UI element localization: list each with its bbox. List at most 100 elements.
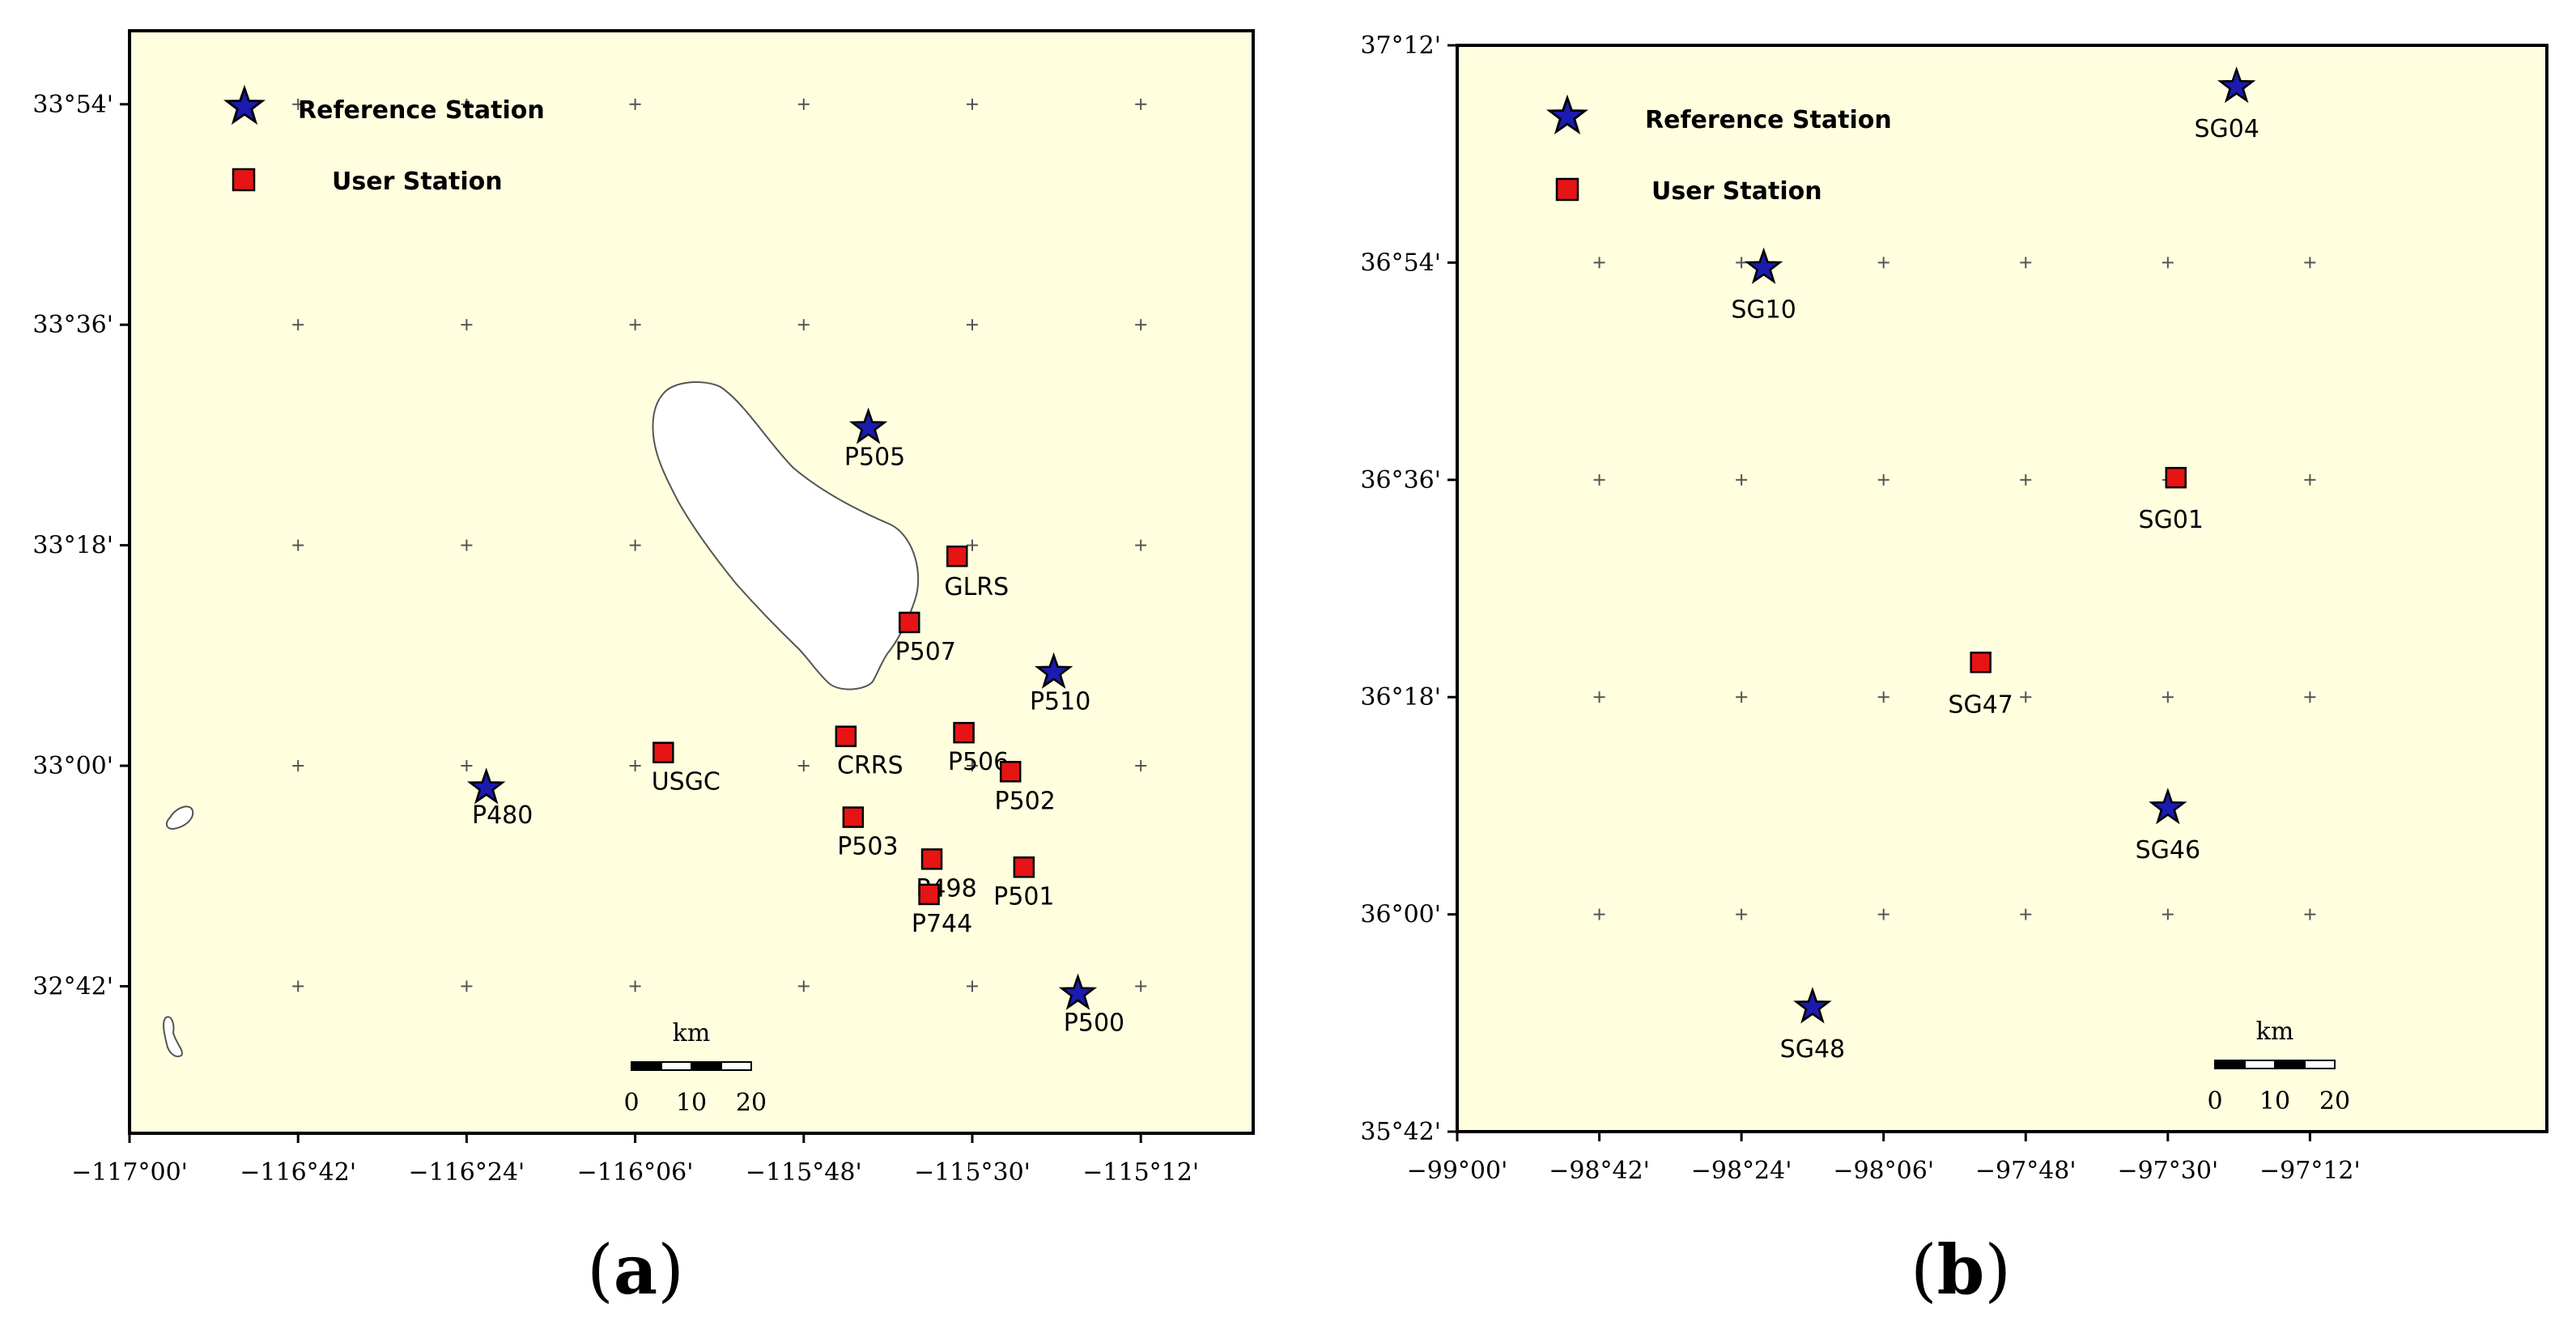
station-p507[interactable]: P507 [895, 611, 956, 666]
station-label: P502 [995, 787, 1056, 815]
lon-tick-label: −116°42' [240, 1158, 356, 1187]
lat-axis-a: 32°42' 33°00' 33°18' 33°36' 33°54' [32, 91, 130, 1000]
station-sg10[interactable]: SG10 [1731, 247, 1796, 325]
lat-tick-label: 33°00' [32, 752, 113, 780]
grid-cross [2162, 257, 2174, 269]
grid-cross [1593, 691, 1605, 703]
grid-cross [461, 98, 473, 110]
lat-tick-label: 36°54' [1360, 249, 1441, 277]
lon-tick-label: −97°48' [1975, 1157, 2077, 1185]
station-p500[interactable]: P500 [1058, 973, 1125, 1037]
map-frame-b [1456, 44, 2548, 1133]
graticule-b [1593, 257, 2316, 920]
grid-cross [2304, 474, 2316, 486]
reference-station-star-icon [2217, 66, 2256, 104]
grid-cross [967, 760, 978, 771]
station-label: P506 [948, 748, 1009, 776]
lon-tick-label: −116°06' [577, 1158, 694, 1187]
grid-cross [461, 980, 473, 992]
station-sg48[interactable]: SG48 [1780, 987, 1845, 1064]
grid-cross [1135, 980, 1147, 992]
station-p480[interactable]: P480 [466, 767, 533, 830]
user-station-square-icon [835, 725, 857, 747]
grid-cross [1736, 908, 1748, 920]
grid-cross [292, 980, 304, 992]
grid-cross [2162, 908, 2174, 920]
scale-bar-unit: km [673, 1019, 711, 1047]
station-p503[interactable]: P503 [837, 806, 899, 861]
lon-tick-label: −98°42' [1549, 1157, 1650, 1185]
grid-cross [629, 539, 641, 551]
station-p498[interactable]: P498 [916, 848, 977, 903]
station-p506[interactable]: P506 [948, 721, 1009, 776]
user-station-square-icon [999, 761, 1022, 783]
lat-tick-label: 32°42' [32, 972, 113, 1000]
station-label: P500 [1064, 1009, 1124, 1037]
stations-a: P505 P510 P480 P500 GLRS P507 P506 CRRS USGC P502… [466, 407, 1125, 1037]
scale-bar-label: 20 [736, 1089, 767, 1117]
user-station-square-icon [953, 721, 975, 744]
station-p502[interactable]: P502 [995, 761, 1056, 815]
legend-user-label: User Station [332, 168, 503, 196]
grid-cross [2020, 691, 2032, 703]
reference-station-star-icon [1793, 987, 1832, 1024]
station-sg47[interactable]: SG47 [1948, 652, 2013, 719]
station-label: P510 [1030, 688, 1090, 716]
reference-station-star-icon [2149, 788, 2187, 825]
station-p744[interactable]: P744 [912, 883, 972, 938]
station-label: SG48 [1780, 1035, 1845, 1064]
scale-bar-b: km 0 10 20 [2207, 1017, 2350, 1115]
lon-tick-label: −115°30' [914, 1158, 1031, 1187]
map-frame-a [128, 29, 1255, 1135]
scale-bar-label: 0 [2207, 1087, 2222, 1115]
reference-station-star-icon [848, 407, 888, 444]
scale-bar-label: 10 [676, 1089, 707, 1117]
station-label: SG01 [2139, 506, 2204, 534]
user-station-square-icon [2165, 466, 2187, 489]
legend-user-label: User Station [1651, 177, 1822, 206]
station-glrs[interactable]: GLRS [944, 545, 1009, 601]
grid-cross [1593, 257, 1605, 269]
stations-b: SG04 SG10 SG46 SG48 SG01 SG47 [1731, 66, 2259, 1064]
station-sg46[interactable]: SG46 [2136, 788, 2200, 865]
grid-cross [797, 760, 810, 771]
legend-square-icon [1555, 177, 1579, 202]
station-usgc[interactable]: USGC [652, 741, 721, 797]
legend-star-icon [1546, 94, 1588, 135]
grid-cross [2020, 908, 2032, 920]
station-sg04[interactable]: SG04 [2194, 66, 2259, 143]
station-p501[interactable]: P501 [993, 856, 1055, 911]
station-p505[interactable]: P505 [844, 407, 905, 471]
grid-cross [629, 980, 641, 992]
grid-cross [1877, 908, 1889, 920]
grid-cross [461, 760, 473, 771]
scale-bar-a: km 0 10 20 [623, 1019, 767, 1117]
scale-bar-label: 20 [2319, 1087, 2350, 1115]
lon-tick-label: −98°06' [1833, 1157, 1934, 1185]
station-sg01[interactable]: SG01 [2139, 466, 2204, 534]
grid-cross [2304, 908, 2316, 920]
station-label: GLRS [944, 573, 1009, 601]
grid-cross [967, 98, 978, 110]
grid-cross [967, 319, 978, 331]
grid-cross [292, 319, 304, 331]
user-station-square-icon [946, 545, 968, 567]
grid-cross [1877, 474, 1889, 486]
grid-cross [1593, 908, 1605, 920]
legend-square-icon [232, 168, 256, 192]
lon-tick-label: −115°48' [746, 1158, 862, 1187]
lon-tick-label: −98°24' [1691, 1157, 1792, 1185]
grid-cross [2304, 257, 2316, 269]
station-p510[interactable]: P510 [1030, 652, 1090, 716]
legend-b: Reference Station User Station [1546, 94, 1892, 206]
grid-cross [797, 98, 810, 110]
lat-tick-label: 33°36' [32, 311, 113, 339]
reference-station-star-icon [1034, 652, 1073, 689]
user-station-square-icon [1013, 856, 1035, 878]
lat-tick-label: 36°36' [1360, 466, 1441, 495]
station-crrs[interactable]: CRRS [835, 725, 903, 780]
grid-cross [797, 319, 810, 331]
grid-cross [2162, 691, 2174, 703]
station-label: P744 [912, 910, 972, 938]
station-label: P507 [895, 638, 956, 666]
